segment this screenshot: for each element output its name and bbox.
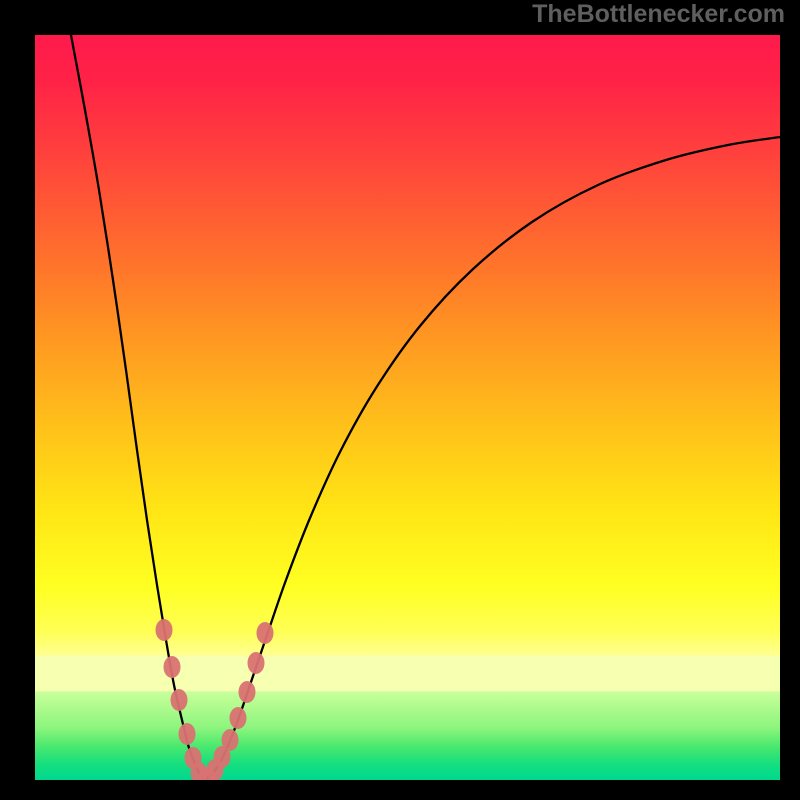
curve-marker (248, 652, 265, 674)
plot-area (35, 35, 780, 780)
figure-root: TheBottlenecker.com (0, 0, 800, 800)
curve-marker (222, 729, 239, 751)
curve-marker (171, 689, 188, 711)
chart-svg (35, 35, 780, 780)
curve-marker (164, 656, 181, 678)
curve-marker (257, 622, 274, 644)
curve-marker (156, 619, 173, 641)
curve-marker (230, 707, 247, 729)
watermark-text: TheBottlenecker.com (532, 0, 785, 29)
curve-marker (239, 681, 256, 703)
curve-marker (179, 723, 196, 745)
gradient-background (35, 35, 780, 780)
